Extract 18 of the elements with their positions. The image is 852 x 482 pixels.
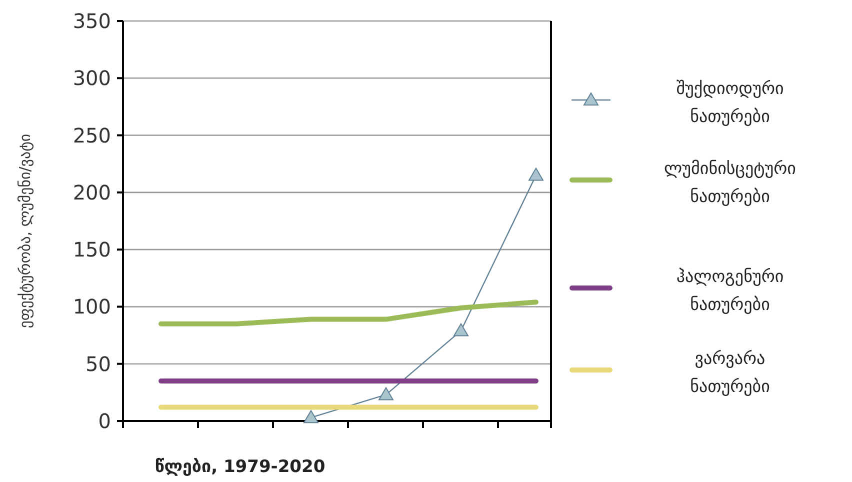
y-tick-label: 100: [72, 294, 111, 319]
text: შუქდიოდური ნათურები: [676, 79, 784, 127]
y-axis-title: ეფექტურობა, ლუმენი/ვატი: [16, 134, 34, 328]
text: ვარვარა ნათურები: [690, 349, 770, 397]
point: [304, 410, 318, 424]
y-tick-label: 350: [72, 9, 111, 33]
x-axis-title: წლები, 1979-2020: [154, 457, 326, 477]
y-tick-label: 0: [98, 409, 111, 433]
y-tick-label: 300: [72, 66, 111, 90]
text: ჰალოგენური ნათურები: [676, 267, 784, 315]
point: [378, 387, 394, 400]
point: [454, 323, 468, 336]
y-tick-label: 150: [72, 238, 111, 262]
y-tick-label: 250: [72, 123, 111, 148]
y-tick-label: 200: [72, 180, 111, 204]
point: [528, 168, 544, 181]
text: ლუმინისცეტური ნათურები: [664, 159, 796, 207]
y-tick-label: 50: [86, 352, 111, 376]
